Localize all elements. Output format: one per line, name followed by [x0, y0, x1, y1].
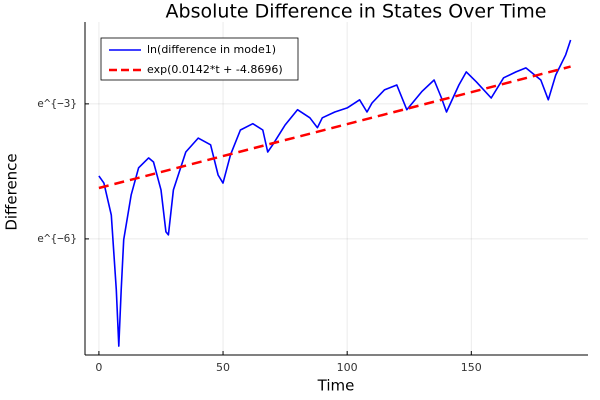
- x-axis-label: Time: [317, 377, 355, 395]
- chart-title: Absolute Difference in States Over Time: [166, 1, 547, 23]
- x-tick-label: 150: [461, 361, 482, 374]
- legend-label: ln(difference in mode1): [147, 43, 276, 56]
- y-tick-label: e^{−6}: [37, 232, 77, 245]
- x-tick-label: 0: [95, 361, 102, 374]
- x-tick-label: 50: [216, 361, 230, 374]
- x-tick-label: 100: [337, 361, 358, 374]
- y-axis-label: Difference: [3, 153, 21, 230]
- series-line: [98, 65, 571, 190]
- y-tick-label: e^{−3}: [37, 97, 77, 110]
- legend-box: [100, 37, 299, 81]
- legend-label: exp(0.0142*t + -4.8696): [147, 63, 283, 76]
- series-line: [98, 39, 572, 347]
